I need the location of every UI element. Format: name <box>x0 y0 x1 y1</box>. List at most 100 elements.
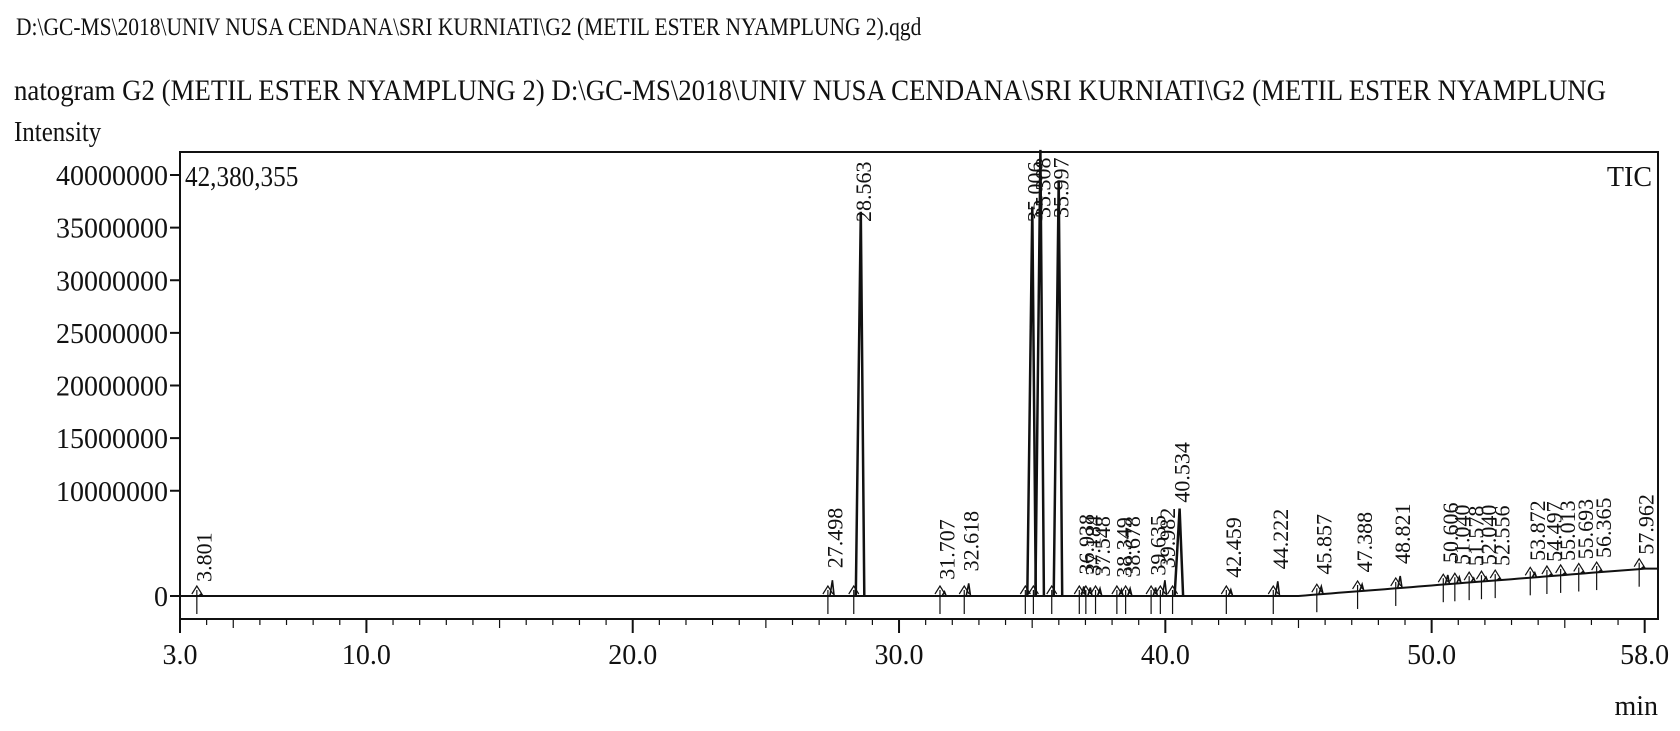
peak-trace <box>1173 508 1185 597</box>
peak-label: 56.365 <box>1591 497 1616 558</box>
peak-label: 42.459 <box>1221 517 1246 578</box>
peak-trace <box>1126 585 1133 597</box>
peak-trace <box>1396 575 1403 589</box>
peak-trace <box>1118 587 1124 597</box>
peak-marker-arrow <box>1633 557 1645 568</box>
peak-trace <box>1456 574 1462 584</box>
peak-marker-arrow <box>1267 584 1279 595</box>
peak-label: 47.388 <box>1352 512 1377 573</box>
max-intensity-label: 42,380,355 <box>185 161 298 193</box>
y-tick-label: 25000000 <box>56 319 168 350</box>
peak-marker-arrow <box>1573 562 1585 572</box>
peak-label: 39.982 <box>1155 508 1180 569</box>
peak-trace <box>1470 576 1477 583</box>
peak-marker-arrow <box>1524 566 1536 576</box>
peak-marker-arrow <box>191 584 203 595</box>
y-tick-label: 15000000 <box>56 424 168 455</box>
peak-marker-arrow <box>1027 584 1039 595</box>
y-tick-label: 0 <box>154 582 168 613</box>
peak-label: 28.563 <box>851 162 876 223</box>
x-tick-label: 40.0 <box>1141 640 1190 671</box>
x-tick-label: 30.0 <box>875 640 924 671</box>
x-axis-unit: min <box>1614 691 1658 722</box>
peak-trace <box>941 590 947 597</box>
peak-label: 40.534 <box>1170 442 1195 503</box>
peak-label: 35.006 <box>1022 162 1047 223</box>
peak-trace <box>1034 149 1046 597</box>
peak-trace <box>1444 574 1451 585</box>
peak-trace <box>1274 581 1281 597</box>
y-axis-label: Intensity <box>14 116 102 148</box>
peak-label: 31.707 <box>934 519 959 580</box>
peak-label: 32.618 <box>959 511 984 572</box>
x-tick-label: 20.0 <box>608 640 657 671</box>
peak-trace <box>1026 206 1038 597</box>
y-tick-label: 30000000 <box>56 266 168 297</box>
peak-label: 51.578 <box>1464 506 1489 567</box>
peaks <box>191 149 1647 614</box>
peak-trace <box>1318 583 1324 595</box>
peak-marker-arrow <box>1555 563 1567 574</box>
baseline-trace <box>180 567 1658 597</box>
peak-trace <box>1152 587 1159 597</box>
peak-trace <box>1227 587 1234 597</box>
x-tick-label: 58.0 <box>1620 640 1669 671</box>
peak-marker-arrow <box>1390 576 1402 587</box>
x-tick-label: 3.0 <box>163 640 198 671</box>
peak-marker-arrow <box>1046 584 1058 595</box>
y-tick-label: 10000000 <box>56 477 168 508</box>
peak-marker-arrow <box>1154 584 1166 595</box>
peak-trace <box>1531 570 1538 578</box>
peak-trace <box>1482 575 1489 582</box>
peak-label: 38.678 <box>1120 516 1145 577</box>
peak-label: 55.693 <box>1573 499 1598 560</box>
peak-marker-arrow <box>1463 571 1475 581</box>
peak-label: 27.498 <box>822 508 847 569</box>
peak-label: 36.938 <box>1074 514 1099 575</box>
peak-label: 51.040 <box>1449 505 1474 566</box>
peak-label: 55.013 <box>1555 500 1580 561</box>
peak-label: 35.308 <box>1030 158 1055 219</box>
peak-marker-arrow <box>1019 584 1031 595</box>
peak-marker-arrow <box>1220 584 1232 595</box>
peak-marker-arrow <box>1080 584 1092 595</box>
peak-label: 52.040 <box>1476 505 1501 566</box>
peak-marker-arrow <box>1489 568 1501 579</box>
y-tick-label: 40000000 <box>56 161 168 192</box>
peak-label: 38.349 <box>1111 517 1136 578</box>
peak-trace <box>1358 581 1365 592</box>
y-axis: 0 10000000 15000000 20000000 25000000 3000000… <box>56 161 180 613</box>
peak-labels: 3.801 27.498 28.563 31.707 32.618 35.00635.30… <box>191 158 1658 582</box>
peak-label: 37.548 <box>1090 516 1115 577</box>
peak-label: 3.801 <box>191 532 216 582</box>
peak-label: 37.184 <box>1080 515 1105 576</box>
peak-marker-arrow <box>848 584 860 595</box>
peak-trace <box>1052 180 1064 597</box>
peak-marker-arrow <box>1352 579 1364 590</box>
peak-label: 52.556 <box>1490 505 1515 566</box>
peak-label: 44.222 <box>1268 509 1293 570</box>
peak-marker-arrow <box>1090 584 1102 595</box>
peak-marker-arrow <box>1541 564 1553 575</box>
peak-marker-arrow <box>1167 584 1179 595</box>
plot-frame <box>179 151 1659 620</box>
peak-label: 53.872 <box>1525 500 1550 561</box>
x-tick-label: 50.0 <box>1407 640 1456 671</box>
peak-trace <box>1096 585 1103 597</box>
peak-marker-arrow <box>1145 584 1157 595</box>
peak-marker-arrow <box>822 584 834 595</box>
peak-marker-arrow <box>1120 584 1132 595</box>
peak-marker-arrow <box>958 584 970 595</box>
peak-trace <box>854 211 866 597</box>
peak-marker-arrow <box>1591 560 1603 571</box>
peak-trace <box>965 583 972 597</box>
chromatogram-title: natogram G2 (METIL ESTER NYAMPLUNG 2) D:… <box>14 74 1607 107</box>
peak-marker-arrow <box>1437 573 1449 583</box>
peak-label: 45.857 <box>1311 514 1336 575</box>
y-tick-label: 35000000 <box>56 214 168 245</box>
peak-label: 39.635 <box>1146 515 1171 576</box>
peak-label: 48.821 <box>1390 504 1415 565</box>
peak-label: 54.497 <box>1541 501 1566 562</box>
peak-marker-arrow <box>934 584 946 595</box>
